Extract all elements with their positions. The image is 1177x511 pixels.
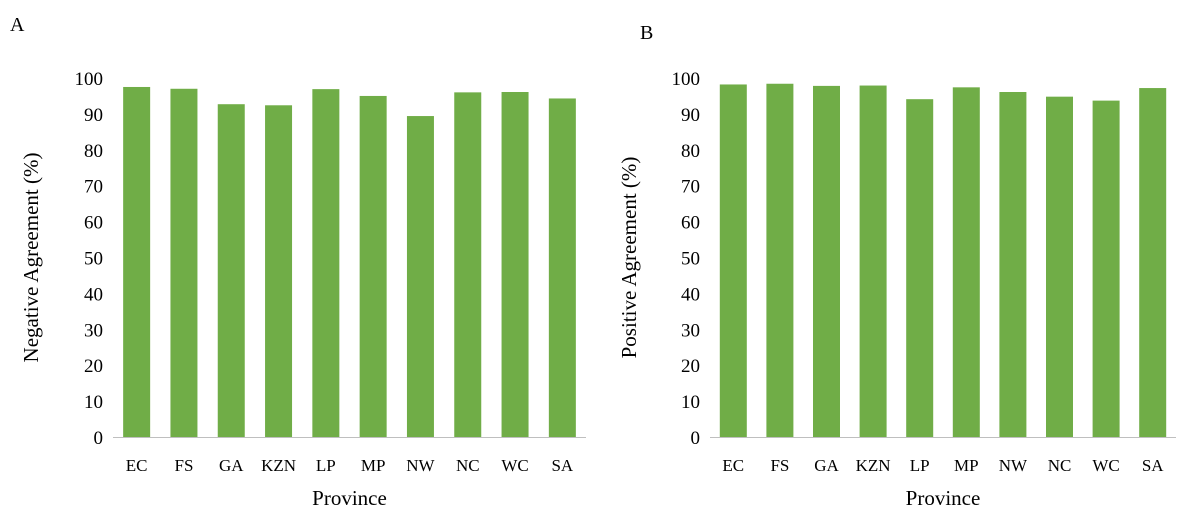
x-tick-label-a-ec: EC: [126, 456, 148, 475]
x-tick-label-b-nw: NW: [999, 456, 1028, 475]
x-tick-label-a-lp: LP: [316, 456, 336, 475]
y-tick-label-a-8: 80: [84, 141, 103, 162]
y-tick-label-a-1: 10: [84, 392, 103, 413]
y-tick-label-b-0: 0: [691, 428, 701, 449]
bar-a-nw: [406, 116, 434, 437]
y-tick-label-b-6: 60: [681, 213, 700, 234]
x-tick-label-a-mp: MP: [361, 456, 386, 475]
x-tick-label-a-nc: NC: [456, 456, 480, 475]
y-tick-label-a-4: 40: [84, 284, 103, 305]
x-tick-label-a-nw: NW: [406, 456, 435, 475]
bar-a-wc: [501, 92, 529, 437]
x-tick-label-b-sa: SA: [1142, 456, 1164, 475]
x-tick-label-b-nc: NC: [1048, 456, 1072, 475]
y-tick-label-b-7: 70: [681, 177, 700, 198]
y-tick-label-a-0: 0: [94, 428, 104, 449]
y-tick-label-a-5: 50: [84, 249, 103, 270]
y-tick-label-a-2: 20: [84, 356, 103, 377]
bar-a-fs: [170, 88, 198, 438]
bar-b-mp: [952, 87, 980, 438]
y-tick-label-a-6: 60: [84, 213, 103, 234]
bar-b-kzn: [859, 85, 887, 437]
x-tick-label-a-ga: GA: [219, 456, 244, 475]
y-tick-label-b-10: 100: [672, 69, 701, 90]
bar-b-ga: [813, 85, 840, 437]
x-tick-label-a-wc: WC: [501, 456, 528, 475]
bar-a-ga: [217, 104, 245, 437]
bar-a-nc: [454, 92, 482, 438]
bar-b-nc: [1046, 96, 1073, 437]
y-tick-label-a-3: 30: [84, 320, 103, 341]
x-tick-label-a-fs: FS: [174, 456, 193, 475]
x-tick-label-a-kzn: KZN: [261, 456, 296, 475]
panel-label-a: A: [10, 14, 25, 36]
chart-a: 0 10 20 30 40 50 60 70 80 90 100 EC FS GA KZN LP MP NW NC W…: [19, 69, 586, 510]
y-tick-label-a-10: 100: [75, 69, 104, 90]
y-tick-label-a-9: 90: [84, 105, 103, 126]
y-tick-label-b-8: 80: [681, 141, 700, 162]
y-tick-label-a-7: 70: [84, 177, 103, 198]
x-tick-label-b-ga: GA: [814, 456, 839, 475]
y-axis-title-a: Negative Agreement (%): [19, 153, 43, 363]
bar-b-nw: [999, 92, 1027, 437]
y-tick-label-b-3: 30: [681, 320, 700, 341]
x-tick-label-a-sa: SA: [551, 456, 573, 475]
x-tick-label-b-fs: FS: [770, 456, 789, 475]
bar-b-lp: [906, 99, 934, 437]
bar-b-sa: [1139, 88, 1167, 437]
bar-a-ec: [123, 86, 151, 437]
bar-a-sa: [548, 98, 576, 437]
bar-a-kzn: [265, 105, 293, 437]
y-tick-label-b-5: 50: [681, 249, 700, 270]
bar-b-ec: [719, 84, 747, 437]
x-axis-title-a: Province: [312, 486, 387, 510]
panel-label-b: B: [640, 22, 654, 44]
x-tick-label-b-kzn: KZN: [856, 456, 891, 475]
bar-b-wc: [1092, 100, 1120, 437]
x-tick-label-b-wc: WC: [1092, 456, 1119, 475]
x-tick-label-b-lp: LP: [910, 456, 930, 475]
bar-b-fs: [766, 83, 794, 437]
x-tick-label-b-mp: MP: [954, 456, 979, 475]
y-tick-label-b-4: 40: [681, 284, 700, 305]
y-tick-label-b-2: 20: [681, 356, 700, 377]
y-tick-label-b-1: 10: [681, 392, 700, 413]
y-tick-label-b-9: 90: [681, 105, 700, 126]
bar-a-mp: [359, 95, 387, 437]
chart-b: 0 10 20 30 40 50 60 70 80 90 100 EC FS GA KZN LP MP NW NC W…: [617, 69, 1176, 510]
x-axis-title-b: Province: [906, 486, 981, 510]
y-axis-title-b: Positive Agreement (%): [617, 157, 641, 359]
bar-a-lp: [312, 89, 340, 437]
x-tick-label-b-ec: EC: [722, 456, 744, 475]
